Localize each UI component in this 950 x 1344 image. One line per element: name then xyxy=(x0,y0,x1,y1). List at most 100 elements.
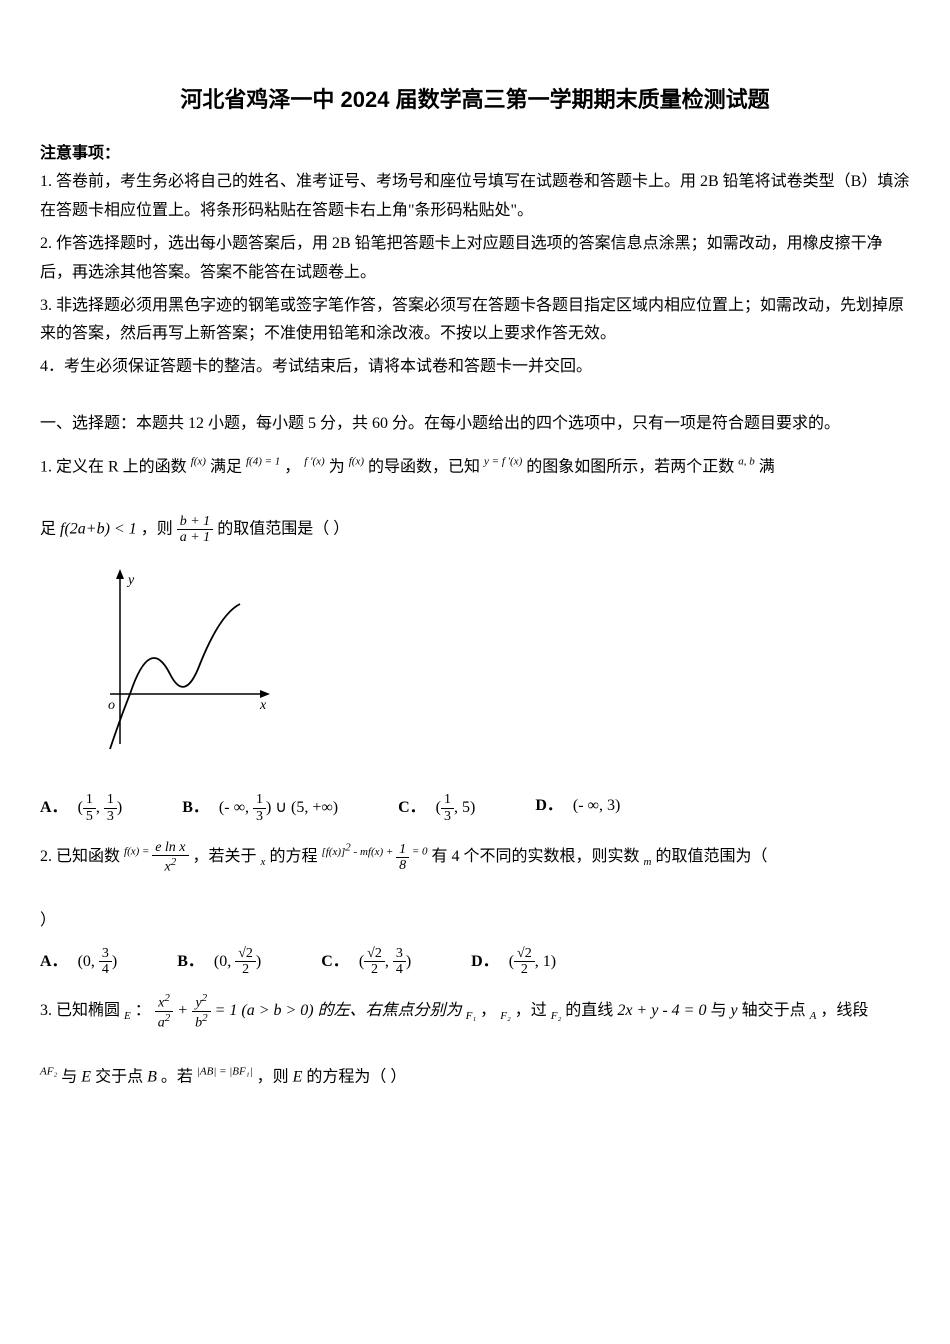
q3-l2c: 。若 xyxy=(161,1068,197,1085)
q1-options: A． (15, 13) B． (- ∞, 13) ∪ (5, +∞) C． (1… xyxy=(40,792,910,824)
q1-l2-prefix: 足 xyxy=(40,520,60,537)
q3-line: 2x + y - 4 = 0 xyxy=(617,1002,706,1019)
q2-opt-d-val: (√22, 1) xyxy=(509,953,556,970)
q2-opt-a-val: (0, 34) xyxy=(78,953,118,970)
q1-frac-den: a + 1 xyxy=(177,530,213,545)
q3-mid7: ，线段 xyxy=(820,1002,868,1019)
q1-option-c: C． (13, 5) xyxy=(398,792,475,824)
q2-options: A． (0, 34) B． (0, √22) C． (√22, 34) D． (… xyxy=(40,946,910,978)
q1-opt-c-label: C． xyxy=(398,799,426,816)
q2-opt-c-label: C． xyxy=(321,953,349,970)
q2-fdef: f(x) = e ln xx2 xyxy=(124,848,193,865)
section-1-heading: 一、选择题：本题共 12 小题，每小题 5 分，共 60 分。在每小题给出的四个… xyxy=(40,410,910,439)
q3-cond: (a > b > 0) 的左、右焦点分别为 xyxy=(241,1002,465,1019)
q2-opt-b-val: (0, √22) xyxy=(214,953,261,970)
q2-close: ） xyxy=(40,907,910,936)
q3-F2: F₂ xyxy=(500,1002,511,1019)
q1-fraction: b + 1 a + 1 xyxy=(177,514,213,546)
q2-mid1: ，若关于 xyxy=(193,848,261,865)
q1-opt-a-label: A． xyxy=(40,799,68,816)
q3-B: B xyxy=(147,1068,157,1085)
q3-l2e: 的方程为（ ） xyxy=(306,1068,406,1085)
q3-mid1: ： xyxy=(135,1002,151,1019)
q2-option-d: D． (√22, 1) xyxy=(471,946,556,978)
q2-prefix: 2. 已知函数 xyxy=(40,848,124,865)
notice-item-3: 3. 非选择题必须用黑色字迹的钢笔或签字笔作答，答案必须写在答题卡各题目指定区域… xyxy=(40,292,910,350)
q3-l2b: 交于点 xyxy=(95,1068,147,1085)
notice-item-4: 4．考生必须保证答题卡的整洁。考试结束后，请将本试卷和答题卡一并交回。 xyxy=(40,353,910,382)
q1-opt-d-label: D． xyxy=(535,797,563,814)
q3-mid4: 的直线 xyxy=(565,1002,617,1019)
q1-l2-mid: ，则 xyxy=(141,520,177,537)
q3-mid2: ， xyxy=(480,1002,496,1019)
q1-part5: 的图象如图所示，若两个正数 xyxy=(526,458,738,475)
q1-opt-d-val: (- ∞, 3) xyxy=(573,797,620,814)
q1-fx: f(x) xyxy=(191,458,206,475)
q1-graph-svg: y x o xyxy=(80,564,280,764)
q1-opt-c-val: (13, 5) xyxy=(436,799,476,816)
q1-fx2: f(x) xyxy=(349,458,364,475)
q1-option-d: D． (- ∞, 3) xyxy=(535,792,620,824)
q3-AF2: AF₂ xyxy=(40,1068,57,1085)
q1-fprime: f ′(x) xyxy=(304,458,324,475)
question-1: 1. 定义在 R 上的函数 f(x) 满足 f(4) = 1 ， f ′(x) … xyxy=(40,453,910,824)
q1-graph: y x o xyxy=(80,564,910,775)
q3-prefix: 3. 已知椭圆 xyxy=(40,1002,124,1019)
q3-mid6: 轴交于点 xyxy=(742,1002,810,1019)
q3-E3: E xyxy=(293,1068,303,1085)
q1-prefix: 1. 定义在 R 上的函数 xyxy=(40,458,191,475)
q3-ellipse: x2a2 + y2b2 = 1 xyxy=(155,1002,242,1019)
q1-yfprime: y = f ′(x) xyxy=(484,458,522,475)
q1-cond: f(2a+b) < 1 xyxy=(60,520,137,537)
q1-opt-b-val: (- ∞, 13) ∪ (5, +∞) xyxy=(219,799,338,816)
q1-part2: ， xyxy=(284,458,300,475)
question-2: 2. 已知函数 f(x) = e ln xx2 ，若关于 x 的方程 [f(x)… xyxy=(40,838,910,978)
q1-option-b: B． (- ∞, 13) ∪ (5, +∞) xyxy=(182,792,338,824)
notice-item-1: 1. 答卷前，考生务必将自己的姓名、准考证号、考场号和座位号填写在试题卷和答题卡… xyxy=(40,168,910,226)
q1-part1: 满足 xyxy=(210,458,246,475)
q1-part3: 为 xyxy=(329,458,349,475)
q2-opt-a-label: A． xyxy=(40,953,68,970)
q2-stem: 2. 已知函数 f(x) = e ln xx2 ，若关于 x 的方程 [f(x)… xyxy=(40,838,910,875)
q2-option-c: C． (√22, 34) xyxy=(321,946,411,978)
notice-item-2: 2. 作答选择题时，选出每小题答案后，用 2B 铅笔把答题卡上对应题目选项的答案… xyxy=(40,230,910,288)
svg-text:o: o xyxy=(108,698,115,713)
exam-title: 河北省鸡泽一中 2024 届数学高三第一学期期末质量检测试题 xyxy=(40,80,910,120)
q1-option-a: A． (15, 13) xyxy=(40,792,122,824)
q2-m: m xyxy=(644,848,652,865)
q1-stem-line2: 足 f(2a+b) < 1 ，则 b + 1 a + 1 的取值范围是（ ） xyxy=(40,514,910,546)
q3-stem-line1: 3. 已知椭圆 E ： x2a2 + y2b2 = 1 (a > b > 0) … xyxy=(40,992,910,1031)
q2-option-a: A． (0, 34) xyxy=(40,946,117,978)
q3-A: A xyxy=(810,1002,817,1019)
q2-option-b: B． (0, √22) xyxy=(177,946,261,978)
q2-opt-c-val: (√22, 34) xyxy=(359,953,411,970)
q3-E: E xyxy=(124,1002,131,1019)
q3-mid5: 与 xyxy=(710,1002,730,1019)
q3-F2b: F₂ xyxy=(551,1002,562,1019)
q1-l2-suffix: 的取值范围是（ ） xyxy=(217,520,349,537)
svg-text:x: x xyxy=(259,698,267,713)
q2-opt-b-label: B． xyxy=(177,953,204,970)
q3-ABcond: |AB| = |BF₁| xyxy=(197,1068,253,1085)
q2-eq: [f(x)]2 - mf(x) + 18 = 0 xyxy=(321,848,431,865)
q1-opt-b-label: B． xyxy=(182,799,209,816)
q2-x: x xyxy=(261,848,266,865)
q3-mid3: ，过 xyxy=(515,1002,551,1019)
notice-heading: 注意事项： xyxy=(40,140,910,169)
q2-suffix: 有 4 个不同的实数根，则实数 xyxy=(432,848,644,865)
q2-opt-d-label: D． xyxy=(471,953,499,970)
q3-E2: E xyxy=(81,1068,91,1085)
q1-part6: 满 xyxy=(759,458,775,475)
q2-tail: 的取值范围为（ xyxy=(655,848,767,865)
q1-frac-num: b + 1 xyxy=(177,514,213,530)
q1-f4: f(4) = 1 xyxy=(246,458,280,475)
q3-l2d: ，则 xyxy=(257,1068,293,1085)
q1-part4: 的导函数，已知 xyxy=(368,458,484,475)
q3-y: y xyxy=(730,1002,737,1019)
q3-stem-line2: AF₂ 与 E 交于点 B 。若 |AB| = |BF₁| ，则 E 的方程为（… xyxy=(40,1063,910,1092)
q1-ab: a, b xyxy=(738,458,755,475)
q3-F1: F₁ xyxy=(466,1002,477,1019)
q1-stem-line1: 1. 定义在 R 上的函数 f(x) 满足 f(4) = 1 ， f ′(x) … xyxy=(40,453,910,482)
q3-l2a: 与 xyxy=(61,1068,81,1085)
q1-opt-a-val: (15, 13) xyxy=(78,799,123,816)
